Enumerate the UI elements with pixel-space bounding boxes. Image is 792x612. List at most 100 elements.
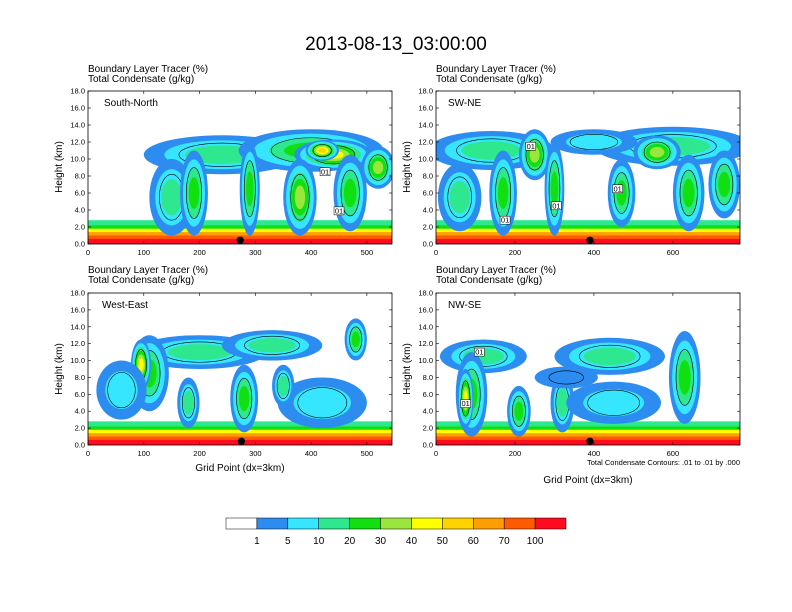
panel-title-tracer: Boundary Layer Tracer (%) [436,265,556,276]
y-tick-label: 12.0 [418,339,433,348]
panel-west-east: Boundary Layer Tracer (%) Total Condensa… [54,265,393,474]
condensate-contour [107,372,136,409]
panel-title-condensate: Total Condensate (g/kg) [436,74,542,85]
location-marker [236,236,244,244]
colorbar-box [473,517,505,530]
y-axis-label: Height (km) [54,343,65,395]
condensate-contour [460,380,471,417]
plot-area: 01 01 [88,129,392,244]
plot-content [88,318,392,445]
condensate-contour [548,370,584,385]
panel-title-tracer: Boundary Layer Tracer (%) [436,64,556,75]
x-tick-label: 100 [138,248,151,257]
cloud-level-4 [718,171,731,198]
contour-label: 01 [475,348,483,357]
condensate-contour [679,169,698,217]
colorbar-box [256,517,289,530]
axis-ticks: 0.0 2.0 4.0 6.0 8.0 10.0 12.0 14.0 16.0 18.0 0 200 4… [418,289,740,458]
cloud-level-5 [372,160,384,175]
colorbar-box [318,517,350,530]
contour-label-box [525,142,537,151]
y-tick-label: 0.0 [75,240,85,249]
y-tick-label: 16.0 [70,305,85,314]
cloud-level-3 [248,338,296,353]
condensate-contour [548,160,561,218]
cloud-level-3 [277,375,289,396]
colorbar-label: 70 [499,536,511,547]
colorbar-label: 30 [375,536,387,547]
x-tick-label: 0 [86,248,90,257]
colorbar: 1 5 10 20 30 40 50 60 70 100 [225,517,567,547]
panel-label: NW-SE [448,300,481,311]
y-tick-label: 2.0 [423,424,433,433]
y-tick-label: 16.0 [418,104,433,113]
y-tick-label: 12.0 [70,138,85,147]
y-tick-label: 8.0 [75,172,85,181]
y-tick-label: 2.0 [75,424,85,433]
x-axis-label: Grid Point (dx=3km) [543,475,632,486]
cloud-level-3 [161,179,183,216]
contour-label-box [612,184,623,193]
colorbar-label: 40 [406,536,418,547]
y-tick-label: 16.0 [70,104,85,113]
contour-label-box [499,215,511,225]
y-tick-label: 6.0 [423,390,433,399]
x-tick-label: 400 [588,248,601,257]
y-tick-label: 8.0 [423,373,433,382]
cloud-level-4 [682,178,695,208]
cloud-level-3 [449,181,470,214]
cloud-level-1 [534,366,598,389]
y-tick-label: 10.0 [70,155,85,164]
y-tick-label: 4.0 [75,407,85,416]
condensate-contour [297,387,348,419]
plot-area [88,318,392,445]
condensate-contour [181,387,195,419]
y-tick-label: 14.0 [418,121,433,130]
condensate-contour [675,349,694,406]
cloud-level-3 [167,344,232,361]
cloud-level-6 [138,358,144,372]
figure-title: 2013-08-13_03:00:00 [305,34,487,55]
condensate-contour [715,163,734,206]
cloud-level-3 [183,390,194,415]
colorbar-label: 50 [437,536,449,547]
plot-content: 01 01 [436,331,740,445]
contour-label: 01 [613,184,621,193]
y-tick-label: 8.0 [423,172,433,181]
condensate-contour [340,169,360,217]
colorbar-box [503,517,536,530]
cloud-level-2 [583,389,645,417]
cloud-level-3 [556,388,568,417]
y-tick-label: 10.0 [70,356,85,365]
y-tick-label: 6.0 [423,189,433,198]
y-tick-label: 6.0 [75,390,85,399]
contour-label: 01 [335,206,343,215]
x-tick-label: 600 [667,449,680,458]
x-tick-label: 600 [667,248,680,257]
cloud-level-3 [461,141,522,160]
y-tick-label: 14.0 [70,121,85,130]
condensate-contour [349,326,363,353]
x-tick-label: 0 [434,248,438,257]
cloud-level-4 [238,385,250,412]
condensate-contour [312,144,332,157]
panel-title-condensate: Total Condensate (g/kg) [436,275,542,286]
condensate-contour [587,389,641,416]
contour-label-box [333,206,345,216]
cloud-level-7 [318,148,327,153]
condensate-contour [243,160,256,218]
cloud-level-4 [550,171,559,207]
cloud-level-4 [497,177,509,209]
colorbar-label: 1 [254,536,260,547]
y-tick-label: 18.0 [70,289,85,298]
condensate-contour [525,139,544,171]
y-tick-label: 0.0 [423,240,433,249]
colorbar-box [380,517,412,530]
contour-label: 01 [501,216,509,225]
y-tick-label: 14.0 [418,322,433,331]
colorbar-label: 60 [468,536,480,547]
colorbar-label: 100 [527,536,544,547]
condensate-contour [368,154,388,181]
panel-title-condensate: Total Condensate (g/kg) [88,275,194,286]
y-tick-label: 18.0 [70,87,85,96]
